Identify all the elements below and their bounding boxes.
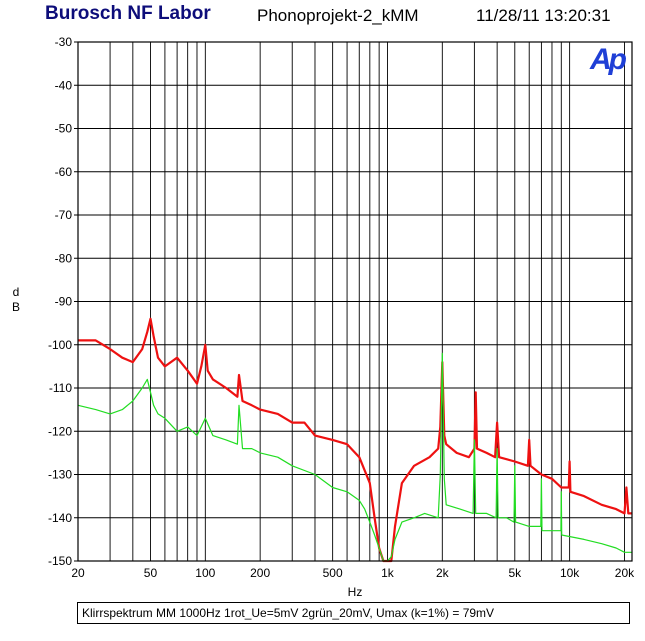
y-tick-label: -40	[55, 78, 73, 92]
y-tick-label: -130	[48, 468, 72, 482]
x-tick-label: 20k	[615, 566, 635, 580]
x-tick-label: 10k	[560, 566, 580, 580]
series-line-1	[78, 317, 632, 563]
x-tick-label: 5k	[508, 566, 522, 580]
y-tick-label: -80	[55, 251, 73, 265]
x-tick-label: 50	[144, 566, 158, 580]
spectrum-chart: -30 -40 -50 -60 -70 -80 -90 -100 -110 -120 -130 -14…	[12, 35, 635, 599]
y-tick-label: -70	[55, 208, 73, 222]
svg-text:Ap: Ap	[589, 43, 627, 76]
caption-text: Klirrspektrum MM 1000Hz 1rot_Ue=5mV 2grü…	[82, 606, 495, 620]
x-axis-label: Hz	[348, 585, 363, 599]
x-axis-ticks: 20 50 100 200 500 1k 2k 5k 10k 20k	[71, 566, 635, 580]
lab-name: Burosch NF Labor	[45, 3, 211, 24]
ap-logo: Ap	[589, 43, 630, 76]
y-tick-label: -100	[48, 338, 72, 352]
y-tick-label: -140	[48, 511, 72, 525]
y-tick-label: -110	[49, 381, 72, 395]
y-tick-label: -30	[55, 35, 73, 49]
x-tick-label: 100	[195, 566, 215, 580]
y-tick-label: -50	[55, 122, 73, 136]
x-tick-label: 1k	[381, 566, 395, 580]
y-tick-label: -90	[55, 295, 73, 309]
project-name: Phonoprojekt-2_kMM	[257, 6, 419, 25]
timestamp: 11/28/11 13:20:31	[476, 6, 611, 25]
x-tick-label: 500	[323, 566, 343, 580]
x-tick-label: 20	[71, 566, 85, 580]
y-axis-label-char: B	[12, 300, 20, 314]
y-axis-ticks: -30 -40 -50 -60 -70 -80 -90 -100 -110 -120 -130 -14…	[48, 35, 78, 568]
y-axis-label-char: d	[13, 285, 20, 299]
x-tick-label: 200	[250, 566, 270, 580]
series-layer	[77, 317, 632, 563]
y-tick-label: -120	[48, 424, 72, 438]
y-tick-label: -60	[55, 165, 73, 179]
caption-box: Klirrspektrum MM 1000Hz 1rot_Ue=5mV 2grü…	[77, 602, 630, 624]
series-line-2	[77, 352, 632, 562]
x-tick-label: 2k	[436, 566, 450, 580]
y-axis-label: dB	[12, 285, 20, 314]
grid	[78, 41, 632, 562]
y-tick-label: -150	[48, 554, 72, 568]
